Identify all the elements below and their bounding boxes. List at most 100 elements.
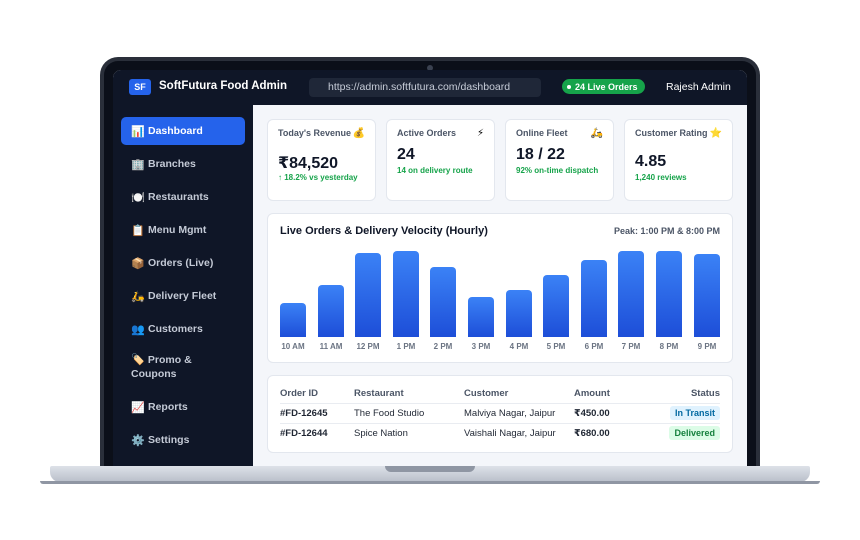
column-header[interactable]: Customer xyxy=(464,388,509,399)
sidebar-item-delivery-fleet[interactable]: 🛵 Delivery Fleet xyxy=(121,282,245,310)
sidebar-item-orders-live[interactable]: 📦 Orders (Live) xyxy=(121,249,245,277)
chart-x-tick-label: 9 PM xyxy=(697,342,717,351)
chart-x-tick-label: 12 PM xyxy=(356,342,380,351)
chart-bar[interactable] xyxy=(543,275,569,337)
chart-bar[interactable] xyxy=(318,285,344,337)
sidebar-item-promo-coupons[interactable]: 🏷️ Promo & Coupons xyxy=(121,350,245,382)
order-restaurant: Spice Nation xyxy=(354,428,408,439)
sidebar: 📊 Dashboard 🏢 Branches 🍽️ Restaurants 📋 … xyxy=(113,105,253,466)
bar-chart-icon: 📊 xyxy=(131,125,145,138)
laptop-base xyxy=(50,466,810,482)
chart-x-tick-label: 3 PM xyxy=(471,342,491,351)
sidebar-item-menu-mgmt[interactable]: 📋 Menu Mgmt xyxy=(121,216,245,244)
chart-bar[interactable] xyxy=(694,254,720,337)
column-header[interactable]: Restaurant xyxy=(354,388,404,399)
sidebar-item-dashboard[interactable]: 📊 Dashboard xyxy=(121,117,245,145)
row-divider xyxy=(280,423,720,424)
users-icon: 👥 xyxy=(131,323,145,336)
live-dot-icon xyxy=(567,84,571,89)
sidebar-item-settings[interactable]: ⚙️ Settings xyxy=(121,426,245,454)
sidebar-item-label: Delivery Fleet xyxy=(148,290,217,302)
sidebar-item-label: Orders (Live) xyxy=(148,257,214,269)
user-menu[interactable]: Rajesh Admin xyxy=(666,81,731,93)
trend-chart-icon: 📈 xyxy=(131,401,145,414)
sidebar-item-label: Reports xyxy=(148,401,188,413)
sidebar-item-label: Promo & Coupons xyxy=(131,354,192,380)
stat-value: 24 xyxy=(397,146,415,163)
top-bar: SF SoftFutura Food Admin https://admin.s… xyxy=(113,70,747,105)
chart-bar[interactable] xyxy=(506,290,532,337)
package-icon: 📦 xyxy=(131,257,145,270)
stat-value: ₹84,520 xyxy=(278,155,339,172)
stat-title: Today's Revenue xyxy=(278,128,351,138)
app-title: SoftFutura Food Admin xyxy=(159,80,287,92)
sidebar-item-label: Settings xyxy=(148,434,190,446)
column-header[interactable]: Amount xyxy=(574,388,610,399)
sidebar-item-customers[interactable]: 👥 Customers xyxy=(121,315,245,343)
live-orders-badge[interactable]: 24 Live Orders xyxy=(562,79,645,94)
laptop-base-foot xyxy=(40,481,820,484)
chart-bar[interactable] xyxy=(581,260,607,337)
order-id[interactable]: #FD-12645 xyxy=(280,408,328,419)
stat-card-active-orders[interactable]: Active Orders ⚡ 24 14 on delivery route xyxy=(386,119,495,201)
stat-subtext: 92% on-time dispatch xyxy=(516,166,599,175)
app-screen: SF SoftFutura Food Admin https://admin.s… xyxy=(113,70,747,466)
tag-icon: 🏷️ xyxy=(131,354,145,366)
order-id[interactable]: #FD-12644 xyxy=(280,428,328,439)
chart-bar[interactable] xyxy=(618,251,644,337)
sidebar-item-branches[interactable]: 🏢 Branches xyxy=(121,150,245,178)
chart-x-tick-label: 1 PM xyxy=(396,342,416,351)
sidebar-item-label: Restaurants xyxy=(148,191,209,203)
chart-x-tick-label: 4 PM xyxy=(509,342,529,351)
order-restaurant: The Food Studio xyxy=(354,408,425,419)
lightning-icon: ⚡ xyxy=(476,128,484,139)
order-amount: ₹450.00 xyxy=(574,408,610,419)
sidebar-item-label: Menu Mgmt xyxy=(148,224,207,236)
stat-trend: ↑ 18.2% vs yesterday xyxy=(278,173,358,182)
chart-x-tick-label: 11 AM xyxy=(319,342,343,351)
plate-icon: 🍽️ xyxy=(131,191,145,204)
status-badge: Delivered xyxy=(669,426,720,440)
scooter-icon: 🛵 xyxy=(131,290,145,303)
live-orders-label: 24 Live Orders xyxy=(575,81,638,92)
stat-title: Customer Rating xyxy=(635,128,708,138)
chart-x-tick-label: 5 PM xyxy=(546,342,566,351)
sidebar-item-label: Customers xyxy=(148,323,203,335)
order-customer: Vaishali Nagar, Jaipur xyxy=(464,428,556,439)
stat-subtext: 14 on delivery route xyxy=(397,166,473,175)
chart-bar[interactable] xyxy=(393,251,419,337)
stat-card-revenue[interactable]: Today's Revenue 💰 ₹84,520 ↑ 18.2% vs yes… xyxy=(267,119,376,201)
stat-title: Online Fleet xyxy=(516,128,568,138)
gear-icon: ⚙️ xyxy=(131,434,145,447)
stat-card-online-fleet[interactable]: Online Fleet 🛵 18 / 22 92% on-time dispa… xyxy=(505,119,614,201)
recent-orders-table: Order ID Restaurant Customer Amount Stat… xyxy=(267,375,733,453)
sidebar-item-label: Branches xyxy=(148,158,196,170)
chart-x-tick-label: 6 PM xyxy=(584,342,604,351)
order-customer: Malviya Nagar, Jaipur xyxy=(464,408,556,419)
column-header[interactable]: Status xyxy=(690,388,720,399)
address-bar[interactable]: https://admin.softfutura.com/dashboard xyxy=(309,78,541,97)
stat-value: 4.85 xyxy=(635,153,667,170)
money-bag-icon: 💰 xyxy=(352,128,365,139)
stat-title: Active Orders xyxy=(397,128,457,138)
chart-bar[interactable] xyxy=(656,251,682,337)
chart-bar[interactable] xyxy=(468,297,494,337)
chart-bar[interactable] xyxy=(430,267,456,337)
chart-peak-label: Peak: 1:00 PM & 8:00 PM xyxy=(613,226,720,236)
sidebar-item-restaurants[interactable]: 🍽️ Restaurants xyxy=(121,183,245,211)
clipboard-icon: 📋 xyxy=(131,224,145,237)
chart-x-tick-label: 2 PM xyxy=(433,342,453,351)
header-divider xyxy=(280,403,720,404)
sidebar-item-reports[interactable]: 📈 Reports xyxy=(121,393,245,421)
logo-badge[interactable]: SF xyxy=(129,79,151,95)
chart-bar[interactable] xyxy=(355,253,381,337)
status-badge: In Transit xyxy=(669,406,720,420)
stat-value: 18 / 22 xyxy=(516,146,565,163)
order-amount: ₹680.00 xyxy=(574,428,610,439)
chart-title: Live Orders & Delivery Velocity (Hourly) xyxy=(280,225,488,237)
stat-subtext: 1,240 reviews xyxy=(635,173,687,182)
stat-card-customer-rating[interactable]: Customer Rating ⭐ 4.85 1,240 reviews xyxy=(624,119,733,201)
chart-bar[interactable] xyxy=(280,303,306,337)
chart-x-tick-label: 10 AM xyxy=(281,342,305,351)
column-header[interactable]: Order ID xyxy=(280,388,319,399)
